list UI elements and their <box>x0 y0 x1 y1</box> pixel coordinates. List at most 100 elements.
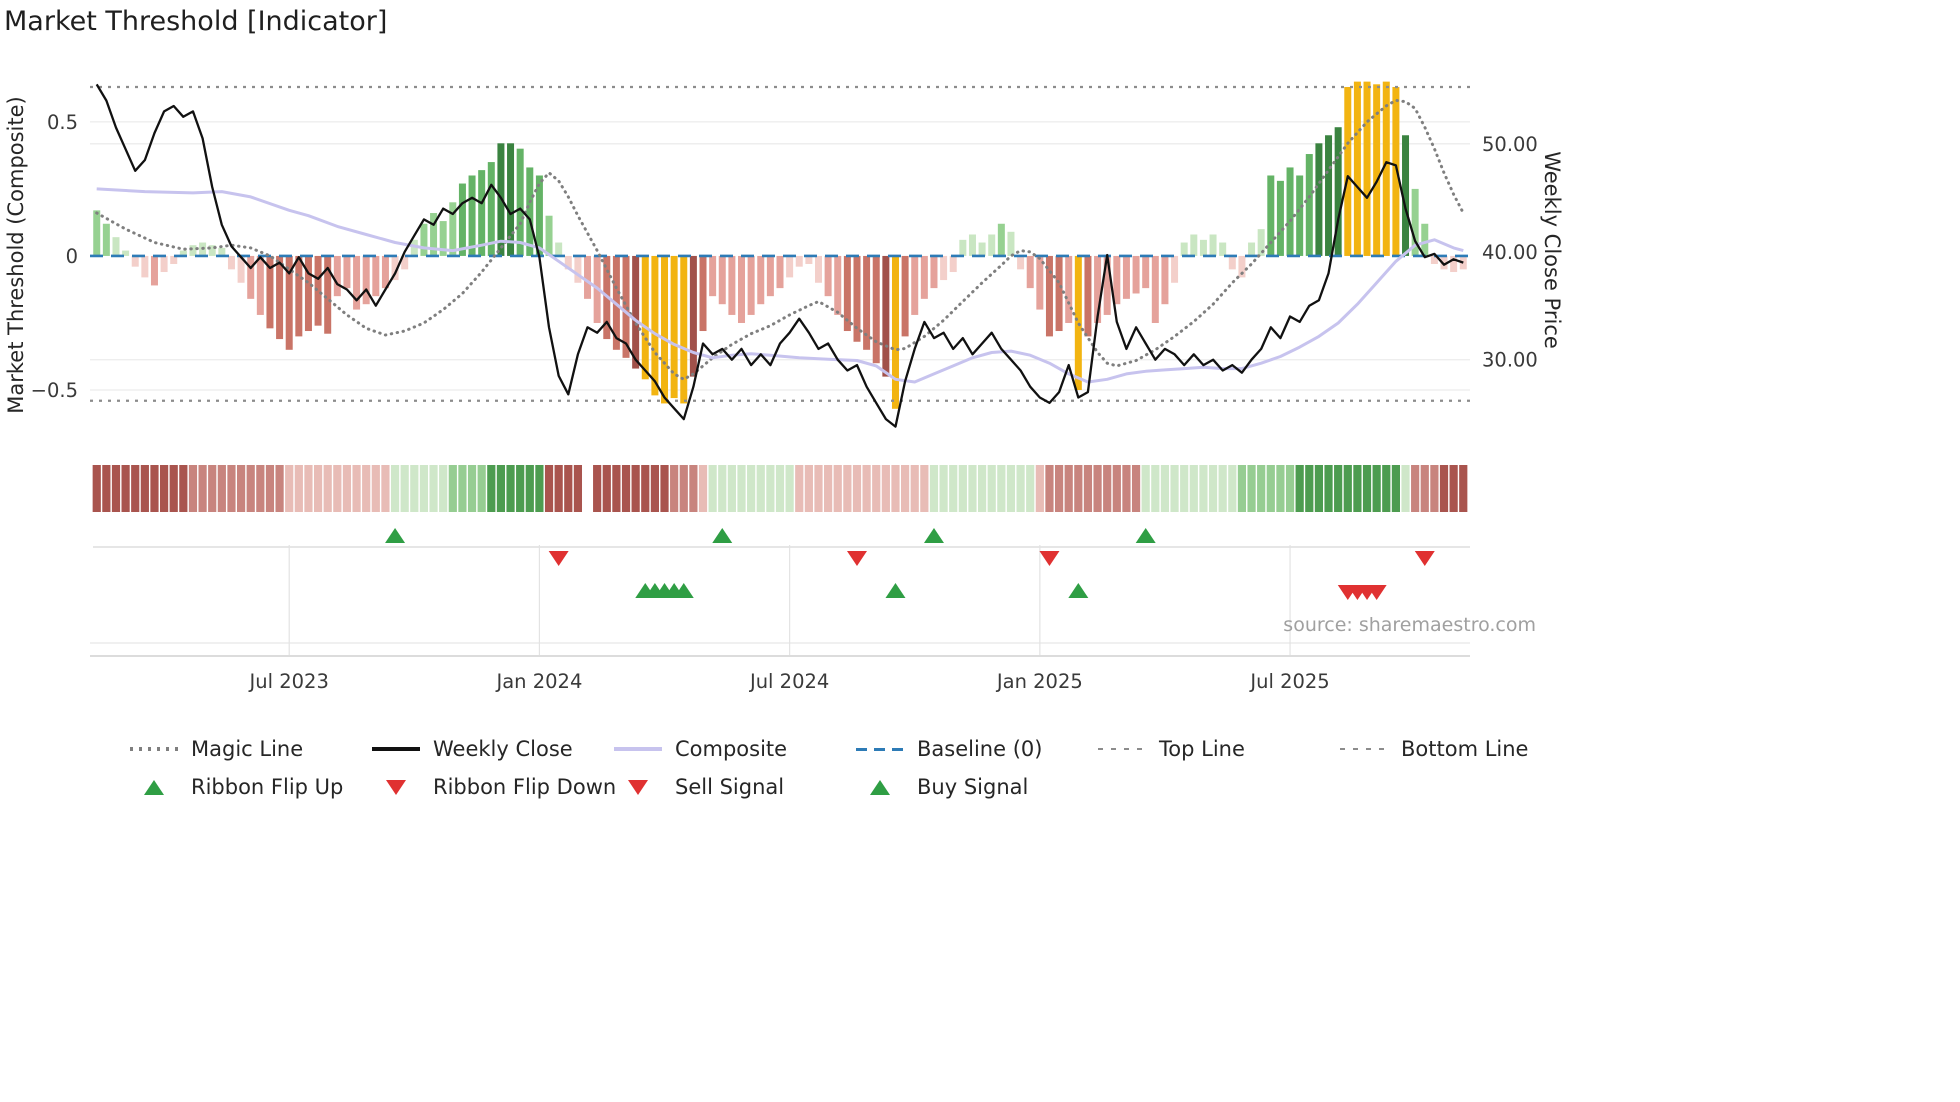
chart-title: Market Threshold [Indicator] <box>4 6 388 37</box>
ribbon-cell <box>410 465 419 512</box>
ribbon-flip-up-marker <box>923 528 944 543</box>
ribbon-cell <box>1391 465 1400 512</box>
legend-item-magic-line: Magic Line <box>130 735 372 763</box>
composite-bar <box>786 255 794 278</box>
composite-bar <box>1171 255 1179 283</box>
ribbon-cell <box>901 465 910 512</box>
baseline-0-line-swatch <box>856 747 904 751</box>
ribbon-cell <box>852 465 862 512</box>
composite-bar <box>1421 223 1429 256</box>
magic-line <box>95 98 1465 381</box>
composite-bar <box>1036 255 1044 310</box>
composite-bar <box>824 255 832 297</box>
composite-bar <box>362 255 370 305</box>
legend-item-composite: Composite <box>614 735 856 763</box>
legend-item-top-line: Top Line <box>1098 735 1340 763</box>
composite-bar <box>584 255 592 299</box>
ribbon-cell <box>1439 465 1449 512</box>
composite-bar <box>1296 175 1304 256</box>
legend-item-ribbon-flip-up: Ribbon Flip Up <box>130 773 372 801</box>
ribbon-cell <box>236 465 246 512</box>
ribbon-flip-down-marker-cell <box>372 779 420 795</box>
ribbon-cell <box>1208 465 1218 512</box>
ribbon-cell <box>1314 465 1324 512</box>
ribbon-cell <box>910 465 919 512</box>
right-tick-label: 50.00 <box>1482 133 1538 156</box>
x-tick-label: Jul 2025 <box>1248 670 1329 693</box>
composite-bar <box>661 255 669 404</box>
ribbon-cell <box>179 465 188 512</box>
composite-bar <box>1248 242 1256 256</box>
composite-bar <box>1353 81 1361 256</box>
ribbon-cell <box>660 465 669 512</box>
composite-bar <box>901 255 909 337</box>
composite-bar <box>1325 135 1333 256</box>
composite-bar <box>689 255 697 377</box>
left-tick-label: −0.5 <box>31 379 78 402</box>
composite-bar <box>632 255 640 369</box>
ribbon-cell <box>429 465 438 512</box>
ribbon-cell <box>150 465 159 512</box>
bottom-line-line-swatch <box>1340 747 1388 751</box>
ribbon-cell <box>1170 465 1179 512</box>
ribbon-cell <box>1285 465 1295 512</box>
composite-bar <box>988 234 996 256</box>
ribbon-cell <box>708 465 717 512</box>
ribbon-cell <box>448 465 457 512</box>
ribbon-cell <box>516 465 525 512</box>
ribbon-cell <box>698 465 708 512</box>
composite-bar <box>420 223 428 256</box>
composite-bar <box>487 162 495 256</box>
ribbon-cell <box>111 465 121 512</box>
signal-markers <box>90 528 1470 657</box>
ribbon-cell <box>621 465 631 512</box>
legend-label: Bottom Line <box>1401 737 1529 761</box>
ribbon-cell <box>285 465 294 512</box>
buy-signal-marker-cell <box>856 779 904 795</box>
composite-bar <box>1045 255 1053 337</box>
ribbon-cell <box>400 465 409 512</box>
ribbon-cell <box>958 465 967 512</box>
ribbon-cell <box>1459 465 1468 512</box>
ribbon-cell <box>1420 465 1429 512</box>
ribbon-cell <box>381 465 390 512</box>
composite-bar <box>1373 84 1381 256</box>
composite-bar <box>872 255 880 364</box>
right-tick-label: 40.00 <box>1482 241 1538 264</box>
composite-bar <box>247 255 255 299</box>
ribbon-cell <box>160 465 169 512</box>
ribbon-flip-up-marker <box>385 528 406 543</box>
ribbon-cell <box>256 465 265 512</box>
composite-bar <box>372 255 380 297</box>
right-tick-label: 30.00 <box>1482 349 1538 372</box>
ribbon-cell <box>535 465 544 512</box>
ribbon-cell <box>102 465 111 512</box>
ribbon-cell <box>775 465 785 512</box>
ribbon-cell <box>390 465 400 512</box>
legend-label: Ribbon Flip Down <box>433 775 617 799</box>
composite-bar <box>93 210 101 256</box>
composite-bar <box>1161 255 1169 305</box>
ribbon-cell <box>1266 465 1275 512</box>
composite-bar <box>401 255 409 270</box>
ribbon-cell <box>1064 465 1073 512</box>
composite-line <box>96 187 1464 384</box>
composite-bar <box>1305 154 1313 256</box>
ribbon-cell <box>342 465 352 512</box>
composite-bar <box>622 255 630 358</box>
ribbon-cell <box>1189 465 1198 512</box>
composite-bar <box>843 255 851 332</box>
ribbon-cell <box>304 465 313 512</box>
ribbon-flip-up-marker-cell <box>130 779 178 795</box>
ribbon-cell <box>1054 465 1064 512</box>
composite-bar <box>256 255 264 315</box>
composite-bar <box>814 255 822 283</box>
composite-bar <box>699 255 707 332</box>
composite-bar <box>834 255 842 315</box>
composite-bar <box>227 255 235 270</box>
ribbon-cell <box>467 465 477 512</box>
ribbon-cell <box>602 465 611 512</box>
legend-item-weekly-close: Weekly Close <box>372 735 614 763</box>
composite-bar <box>930 255 938 289</box>
composite-bar <box>670 255 678 399</box>
